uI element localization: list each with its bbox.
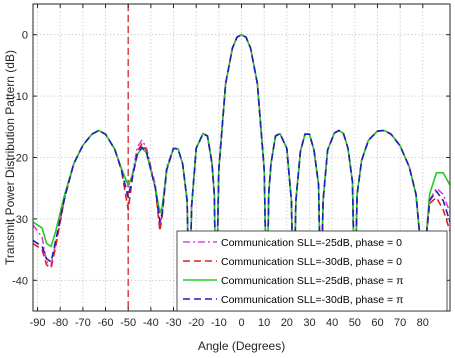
x-tick-label: -80 [52, 317, 68, 329]
axis-ticks: -90 -80 -70 -60 -50 -40 -30 -20 -10 0 10 20 30 40 50 60… [12, 4, 450, 329]
legend-label: Communication SLL=-25dB, phase = 0 [221, 237, 402, 249]
y-tick-label: -20 [12, 153, 28, 165]
x-tick-label: -50 [120, 317, 136, 329]
x-tick-label: -40 [143, 317, 159, 329]
x-tick-label: -70 [75, 317, 91, 329]
legend-box [176, 230, 448, 312]
legend-label: Communication SLL=-30dB, phase = 0 [221, 256, 402, 268]
x-tick-label: 0 [238, 317, 244, 329]
x-tick-label: -60 [98, 317, 114, 329]
x-tick-label: 20 [281, 317, 293, 329]
y-axis-label: Transmit Power Distribution Pattern (dB) [3, 50, 17, 265]
y-tick-label: -10 [12, 91, 28, 103]
series-line-4 [33, 33, 450, 311]
legend: Communication SLL=-25dB, phase = 0 Commun… [176, 230, 448, 312]
series-lines [33, 33, 450, 311]
x-axis-label: Angle (Degrees) [198, 339, 285, 353]
legend-label: Communication SLL=-25dB, phase = π [221, 275, 403, 287]
y-tick-label: 0 [22, 30, 28, 42]
x-tick-label: 30 [303, 317, 315, 329]
x-tick-label: 50 [349, 317, 361, 329]
x-tick-label: -10 [211, 317, 227, 329]
x-tick-label: 70 [394, 317, 406, 329]
x-tick-label: 10 [258, 317, 270, 329]
x-tick-label: 60 [371, 317, 383, 329]
x-tick-label: -20 [188, 317, 204, 329]
x-tick-label: 80 [417, 317, 429, 329]
y-tick-label: -30 [12, 214, 28, 226]
x-tick-label: 40 [326, 317, 338, 329]
x-tick-label: -90 [30, 317, 46, 329]
x-tick-label: -30 [166, 317, 182, 329]
legend-label: Communication SLL=-30dB, phase = π [221, 294, 403, 306]
y-tick-label: -40 [12, 275, 28, 287]
